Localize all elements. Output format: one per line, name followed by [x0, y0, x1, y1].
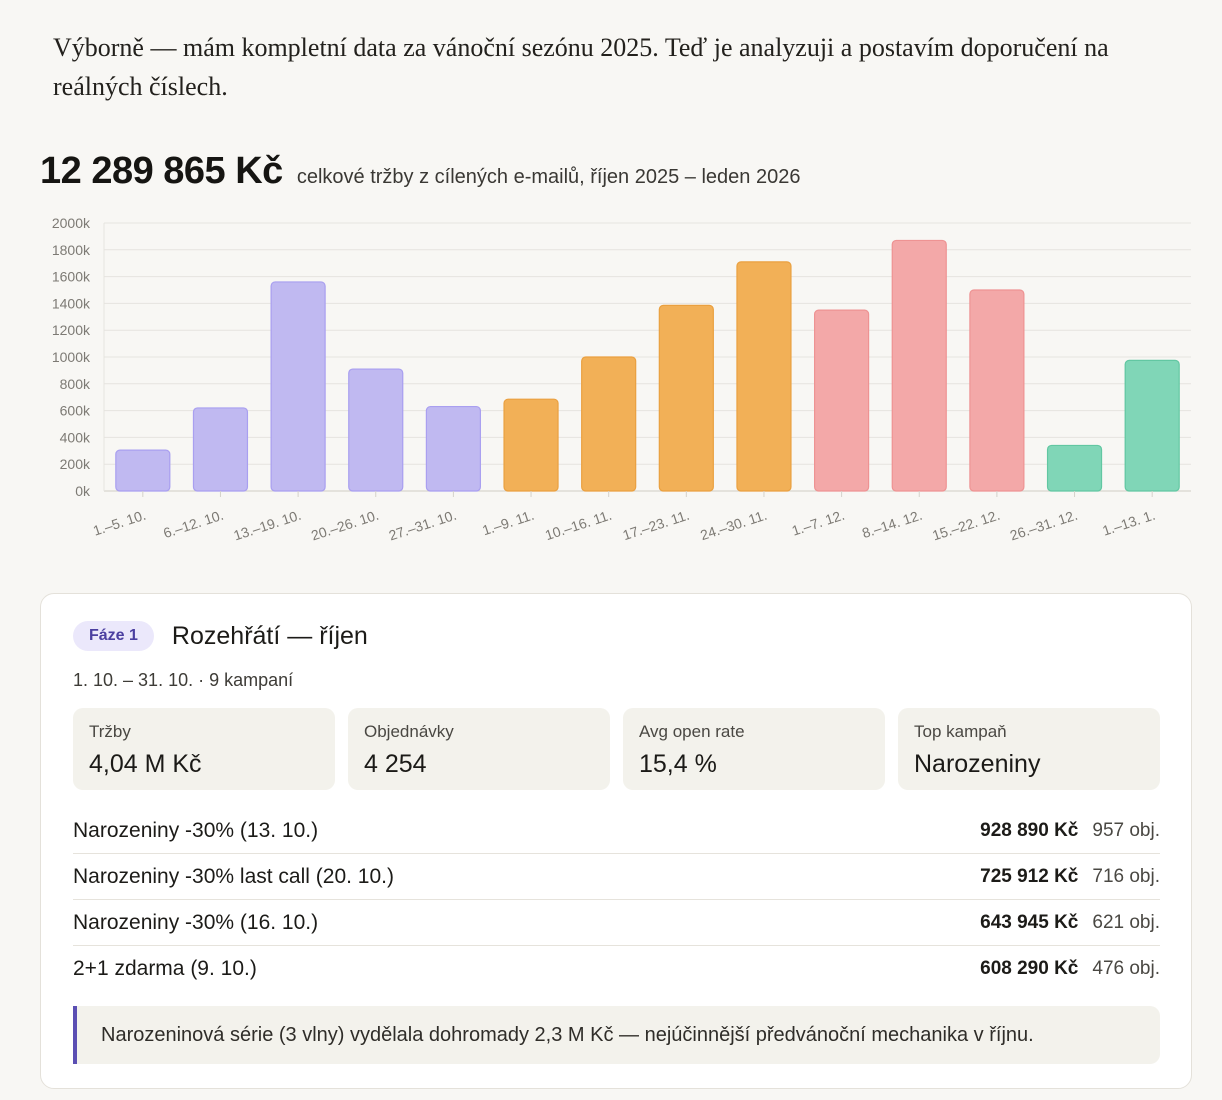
- campaign-stats: 725 912 Kč 716 obj.: [980, 866, 1160, 888]
- y-tick-label: 2000k: [52, 215, 91, 231]
- campaign-orders: 476 obj.: [1092, 958, 1160, 979]
- campaign-list: Narozeniny -30% (13. 10.) 928 890 Kč 957…: [73, 808, 1160, 992]
- y-tick-label: 400k: [60, 429, 91, 445]
- y-tick-label: 1000k: [52, 349, 91, 365]
- x-tick-label: 17.–23. 11.: [621, 507, 692, 544]
- bar: [1046, 444, 1103, 492]
- campaign-revenue: 643 945 Kč: [980, 911, 1079, 933]
- kpi-value: 4 254: [364, 750, 427, 778]
- x-tick-label: 1.–5. 10.: [91, 507, 148, 539]
- campaign-orders: 716 obj.: [1092, 865, 1160, 887]
- campaign-row: Narozeniny -30% (16. 10.) 643 945 Kč 621…: [73, 900, 1160, 946]
- bar: [658, 304, 714, 492]
- x-tick-label: 6.–12. 10.: [161, 507, 225, 541]
- kpi-label: Tržby: [89, 722, 131, 741]
- bar: [581, 356, 637, 492]
- total-revenue: 12 289 865 Kč: [40, 150, 283, 192]
- y-tick-label: 1200k: [52, 322, 91, 338]
- y-tick-label: 1600k: [52, 269, 91, 285]
- x-tick-label: 20.–26. 10.: [309, 507, 381, 544]
- bar: [969, 289, 1025, 492]
- x-tick-label: 10.–16. 11.: [543, 507, 614, 544]
- campaign-stats: 608 290 Kč 476 obj.: [980, 958, 1160, 980]
- x-tick-label: 24.–30. 11.: [698, 507, 769, 544]
- campaign-orders: 957 obj.: [1092, 819, 1160, 841]
- x-tick-label: 27.–31. 10.: [387, 507, 459, 544]
- x-tick-label: 1.–13. 1.: [1100, 507, 1157, 539]
- x-tick-label: 13.–19. 10.: [231, 507, 303, 544]
- campaign-name: Narozeniny -30% (16. 10.): [73, 910, 319, 934]
- kpi-open-rate: Avg open rate 15,4 %: [623, 708, 885, 790]
- campaign-name: Narozeniny -30% (13. 10.): [73, 818, 319, 842]
- kpi-orders: Objednávky 4 254: [348, 708, 610, 790]
- bar: [425, 405, 481, 492]
- bar: [814, 309, 870, 492]
- kpi-value: Narozeniny: [914, 750, 1041, 778]
- y-tick-label: 1800k: [52, 242, 91, 258]
- campaign-name: 2+1 zdarma (9. 10.): [73, 957, 257, 980]
- kpi-value: 15,4 %: [639, 750, 717, 778]
- weekly-revenue-bar-chart: 0k 200k 400k 600k 800k 1000k 1200k 1400k 1600k 18…: [52, 215, 1191, 544]
- bar: [115, 449, 171, 492]
- campaign-revenue: 928 890 Kč: [980, 819, 1079, 841]
- revenue-headline: 12 289 865 Kč celkové tržby z cílených e…: [40, 150, 800, 193]
- insight-note: Narozeninová série (3 vlny) vydělala doh…: [73, 1006, 1160, 1064]
- kpi-revenue: Tržby 4,04 M Kč: [73, 708, 335, 790]
- campaign-row: 2+1 zdarma (9. 10.) 608 290 Kč 476 obj.: [73, 946, 1160, 992]
- x-tick-label: 8.–14. 12.: [860, 507, 924, 541]
- campaign-revenue: 608 290 Kč: [980, 958, 1079, 979]
- phase-card: Fáze 1 Rozehřátí — říjen 1. 10. – 31. 10…: [40, 593, 1192, 1089]
- y-tick-label: 0k: [75, 483, 91, 499]
- phase-title: Rozehřátí — říjen: [171, 621, 368, 650]
- x-tick-label: 1.–9. 11.: [480, 507, 536, 539]
- bar: [891, 239, 947, 492]
- campaign-row: Narozeniny -30% (13. 10.) 928 890 Kč 957…: [73, 808, 1160, 854]
- y-tick-label: 200k: [60, 456, 91, 472]
- kpi-top-campaign: Top kampaň Narozeniny: [898, 708, 1160, 790]
- kpi-label: Top kampaň: [914, 722, 1007, 741]
- phase-badge: Fáze 1: [73, 621, 154, 651]
- kpi-value: 4,04 M Kč: [89, 750, 202, 778]
- campaign-stats: 643 945 Kč 621 obj.: [980, 912, 1160, 934]
- bar: [192, 407, 249, 492]
- x-tick-label: 26.–31. 12.: [1008, 507, 1080, 544]
- kpi-label: Objednávky: [364, 722, 454, 741]
- kpi-row: Tržby 4,04 M Kč Objednávky 4 254 Avg ope…: [73, 708, 1160, 790]
- total-revenue-caption: celkové tržby z cílených e-mailů, říjen …: [296, 166, 801, 188]
- campaign-row: Narozeniny -30% last call (20. 10.) 725 …: [73, 854, 1160, 900]
- campaign-orders: 621 obj.: [1092, 911, 1160, 933]
- kpi-label: Avg open rate: [639, 722, 745, 741]
- phase-header: Fáze 1 Rozehřátí — říjen: [73, 621, 368, 651]
- y-tick-label: 1400k: [52, 295, 91, 311]
- campaign-stats: 928 890 Kč 957 obj.: [980, 820, 1160, 842]
- bar: [503, 398, 559, 492]
- bar: [348, 368, 404, 492]
- campaign-name: Narozeniny -30% last call (20. 10.): [73, 864, 394, 888]
- assistant-message: Výborně — mám kompletní data za vánoční …: [53, 33, 1109, 101]
- bar: [736, 261, 792, 492]
- bar: [270, 281, 326, 492]
- x-tick-label: 1.–7. 12.: [790, 507, 847, 539]
- x-tick-label: 15.–22. 12.: [930, 507, 1002, 544]
- y-tick-label: 800k: [60, 376, 91, 392]
- y-tick-label: 600k: [60, 403, 91, 419]
- bar: [1124, 359, 1180, 492]
- phase-meta: 1. 10. – 31. 10. · 9 kampaní: [73, 670, 294, 690]
- campaign-revenue: 725 912 Kč: [980, 865, 1079, 887]
